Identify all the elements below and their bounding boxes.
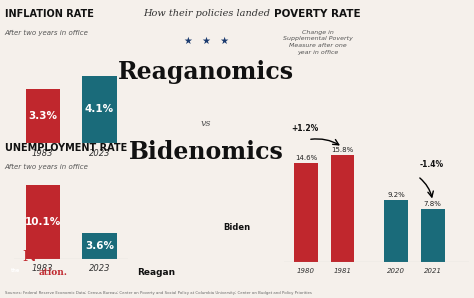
Text: 7.8%: 7.8% bbox=[424, 201, 442, 207]
Text: 10.1%: 10.1% bbox=[25, 217, 61, 227]
Text: Sources: Federal Reserve Economic Data; Census Bureau; Center on Poverty and Soc: Sources: Federal Reserve Economic Data; … bbox=[5, 291, 311, 295]
Text: 2020: 2020 bbox=[387, 268, 405, 274]
Text: +1.2%: +1.2% bbox=[291, 124, 318, 133]
Text: 4.1%: 4.1% bbox=[85, 104, 114, 114]
Text: After two years in office: After two years in office bbox=[5, 30, 89, 36]
Text: Reagan: Reagan bbox=[137, 268, 175, 277]
Bar bbox=[330, 155, 354, 262]
Bar bbox=[294, 163, 318, 262]
Text: vs: vs bbox=[201, 119, 211, 128]
Text: 1983: 1983 bbox=[32, 264, 54, 273]
Text: 2023: 2023 bbox=[89, 149, 110, 158]
Text: After two years in office: After two years in office bbox=[5, 164, 89, 170]
Bar bbox=[82, 233, 117, 259]
Text: ★   ★   ★: ★ ★ ★ bbox=[184, 36, 228, 46]
Text: 3.6%: 3.6% bbox=[85, 241, 114, 251]
Text: 2021: 2021 bbox=[424, 268, 442, 274]
Bar bbox=[421, 209, 445, 262]
Text: POVERTY RATE: POVERTY RATE bbox=[274, 9, 361, 19]
Text: -1.4%: -1.4% bbox=[420, 160, 444, 170]
Text: 14.6%: 14.6% bbox=[295, 155, 317, 161]
Text: 1981: 1981 bbox=[333, 268, 351, 274]
Text: ation.: ation. bbox=[39, 268, 68, 277]
Text: 15.8%: 15.8% bbox=[331, 147, 354, 153]
Text: N: N bbox=[23, 250, 36, 264]
Bar bbox=[384, 200, 408, 262]
Text: Bidenomics: Bidenomics bbox=[129, 140, 283, 164]
Bar bbox=[26, 185, 60, 259]
Text: Biden: Biden bbox=[223, 224, 251, 232]
Text: 1980: 1980 bbox=[297, 268, 315, 274]
Text: Change in
Supplemental Poverty
Measure after one
year in office: Change in Supplemental Poverty Measure a… bbox=[283, 30, 353, 55]
Text: the: the bbox=[11, 268, 20, 273]
Text: 9.2%: 9.2% bbox=[387, 192, 405, 198]
Bar bbox=[82, 76, 117, 143]
Text: 3.3%: 3.3% bbox=[28, 111, 57, 121]
Text: How their policies landed: How their policies landed bbox=[143, 9, 270, 18]
Text: 2023: 2023 bbox=[89, 264, 110, 273]
Text: INFLATION RATE: INFLATION RATE bbox=[5, 9, 93, 19]
Text: 1983: 1983 bbox=[32, 149, 54, 158]
Text: Reaganomics: Reaganomics bbox=[118, 60, 294, 84]
Text: UNEMPLOYMENT RATE: UNEMPLOYMENT RATE bbox=[5, 143, 127, 153]
Bar bbox=[26, 89, 60, 143]
